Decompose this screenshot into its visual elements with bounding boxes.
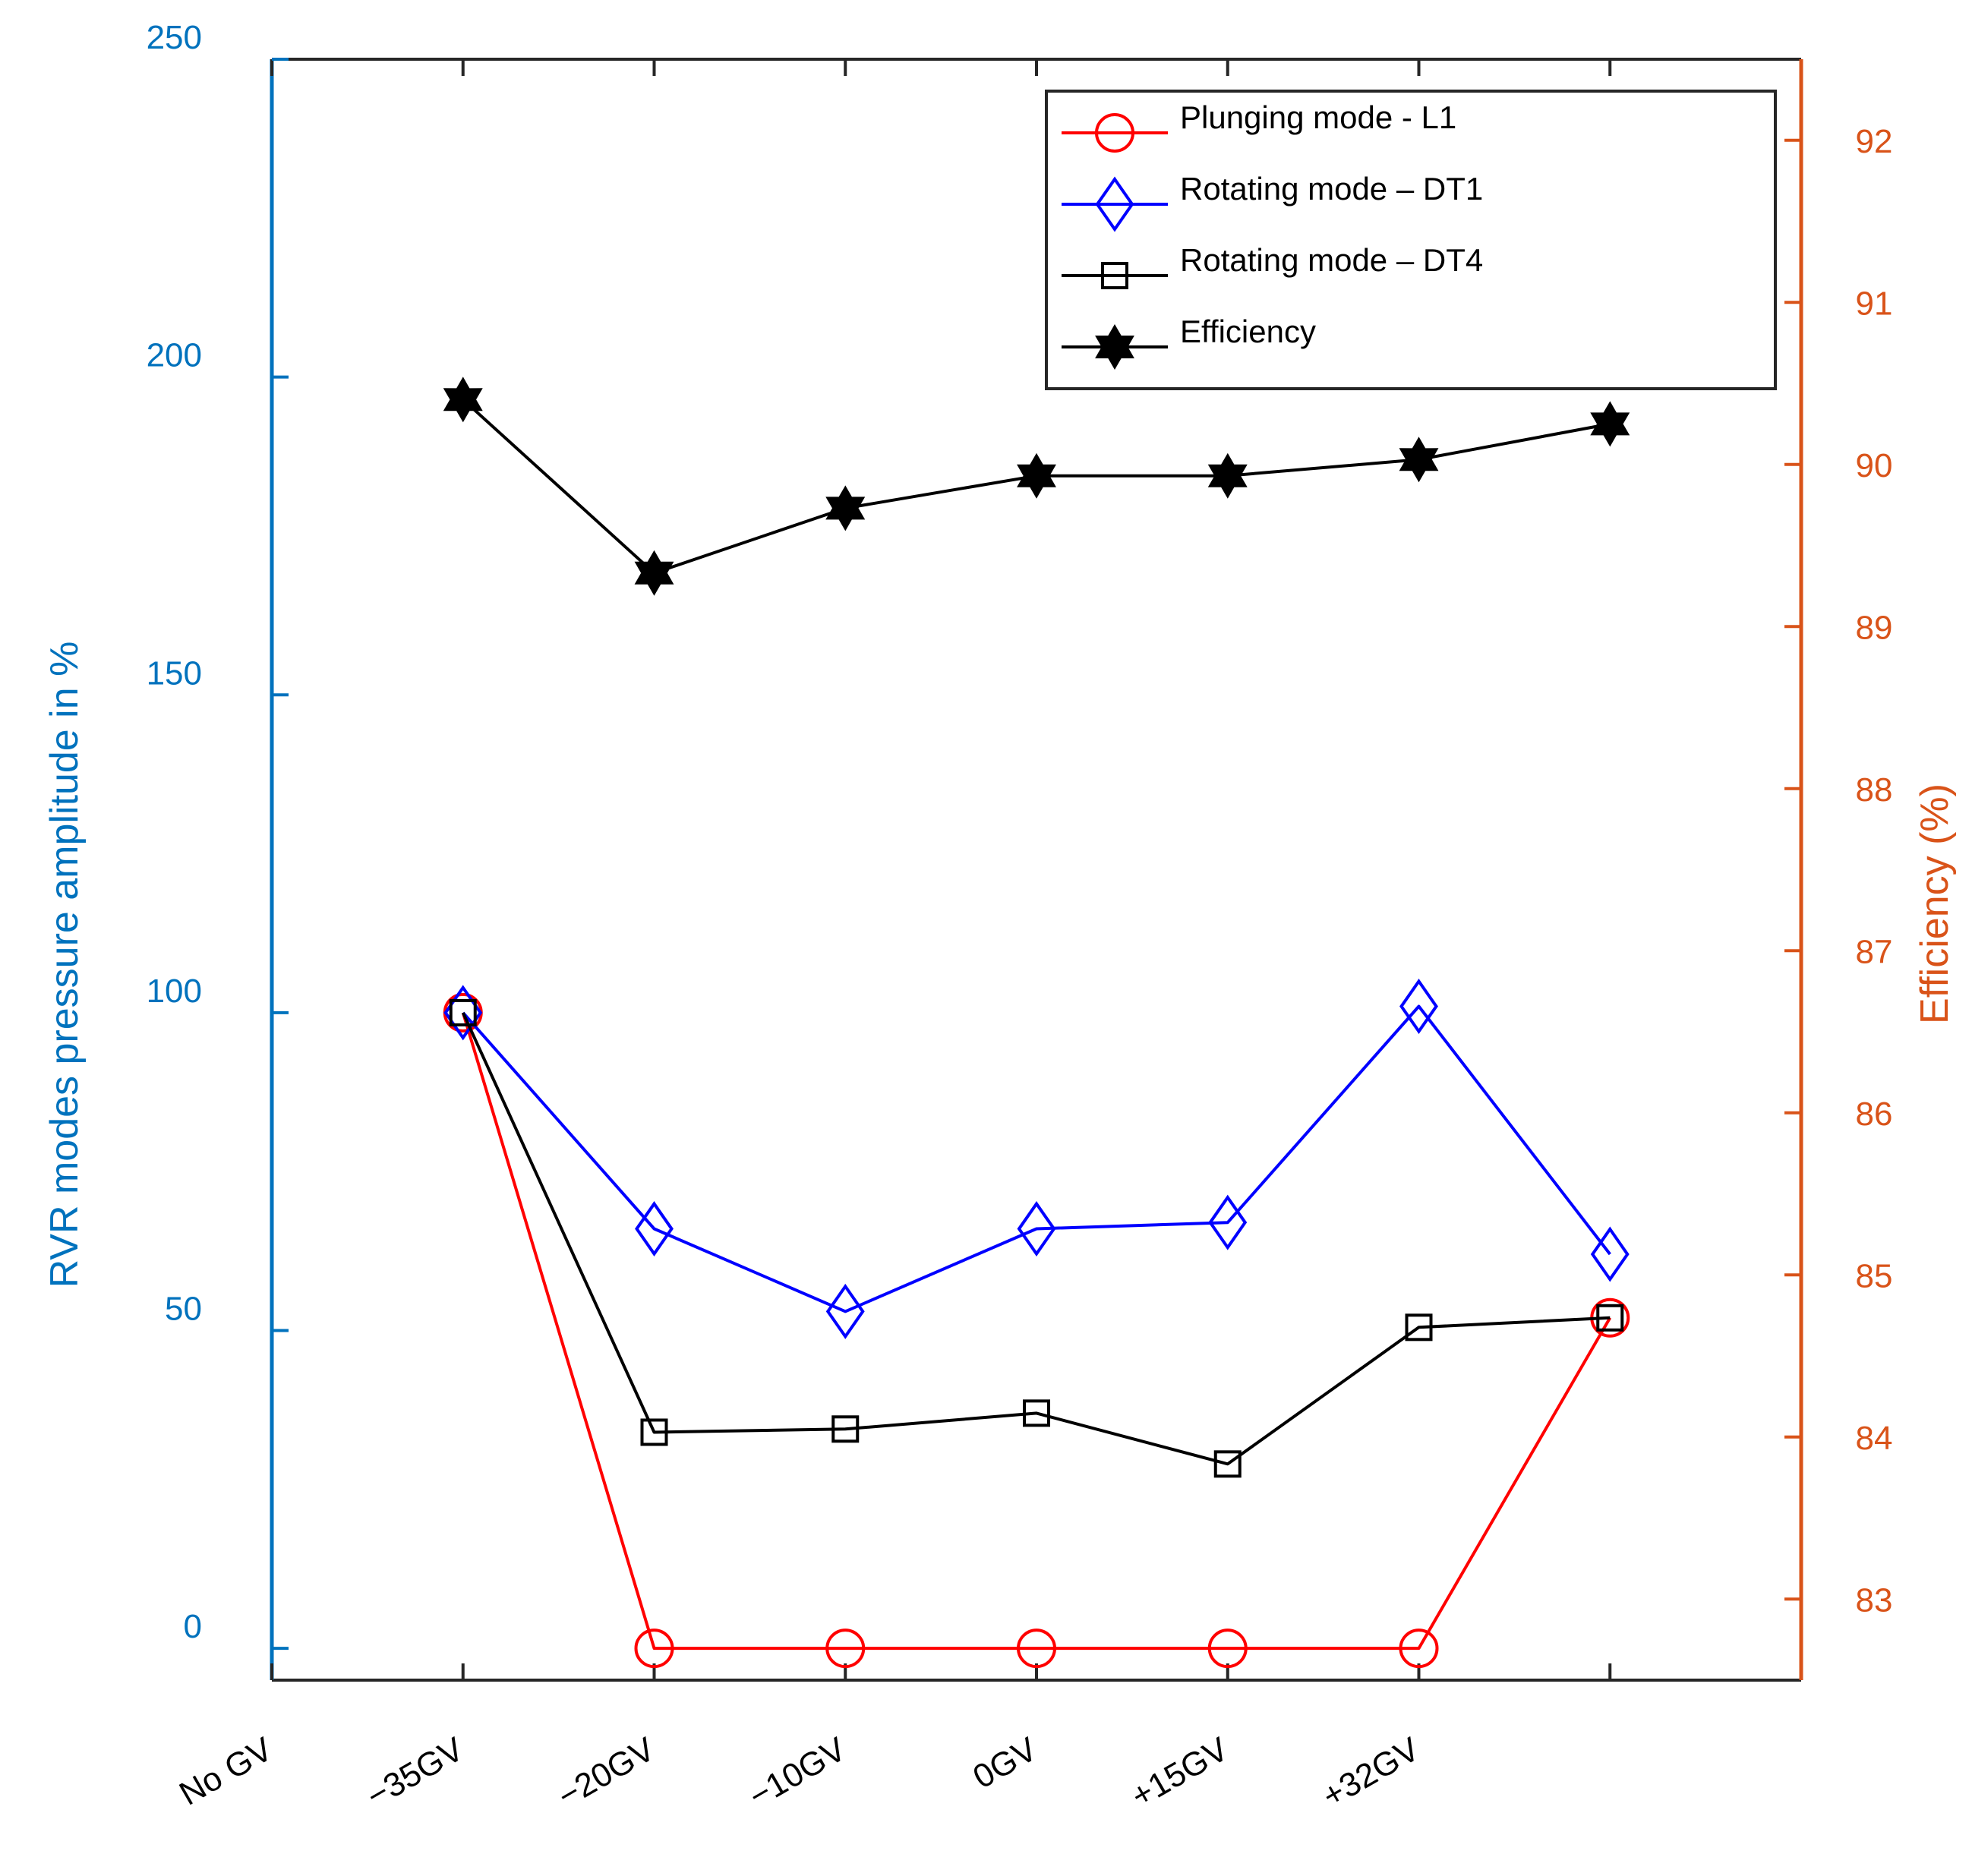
legend-entry-label: Rotating mode – DT4: [1180, 242, 1483, 278]
y-right-tick-label: 91: [1856, 285, 1893, 322]
y-right-tick-label: 89: [1856, 609, 1893, 646]
data-point: [831, 1415, 860, 1443]
data-point: [825, 1628, 866, 1669]
data-point: [1405, 1313, 1433, 1342]
data-point: [825, 485, 866, 531]
data-point: [634, 1628, 674, 1669]
y-left-tick-label: 250: [147, 19, 202, 56]
y-right-axis-label: Efficiency (%): [1913, 784, 1957, 1024]
data-point: [1023, 1399, 1050, 1427]
y-right-tick-label: 86: [1856, 1096, 1893, 1133]
legend-box: [1045, 90, 1777, 390]
legend-marker: [1095, 113, 1134, 153]
data-point: [1017, 1628, 1056, 1669]
y-left-tick-label: 50: [165, 1291, 202, 1328]
legend-entry-label: Plunging mode - L1: [1180, 99, 1456, 135]
y-left-tick-label: 100: [147, 973, 202, 1010]
legend: Plunging mode - L1 Rotating mode – DT1 Rot…: [1045, 90, 1777, 390]
series-layer: [443, 377, 1630, 1669]
legend-marker: [1095, 176, 1134, 232]
data-point: [1399, 437, 1439, 483]
data-point: [1399, 1628, 1439, 1669]
legend-entry-label: Rotating mode – DT1: [1180, 171, 1483, 207]
data-point: [635, 1201, 674, 1257]
series-line: [461, 1012, 1612, 1651]
y-left-tick-label: 150: [147, 654, 202, 692]
data-point: [1208, 1194, 1248, 1250]
y-left-axis-label: RVR modes pressure amplitude in %: [43, 642, 87, 1288]
data-point: [1207, 1628, 1248, 1669]
data-point: [1207, 452, 1248, 499]
series-line: [462, 1004, 1611, 1313]
data-point: [1590, 1226, 1630, 1282]
y-left-tick-label: 0: [184, 1608, 202, 1645]
series-2: [449, 998, 1624, 1478]
data-point: [1017, 1201, 1056, 1257]
y-right-tick-label: 87: [1856, 933, 1893, 970]
y-right-tick-label: 92: [1856, 123, 1893, 160]
data-point: [443, 377, 483, 423]
legend-entry-label: Efficiency: [1180, 314, 1316, 349]
series-line: [461, 1012, 1611, 1466]
data-point: [634, 550, 674, 596]
data-point: [640, 1418, 668, 1446]
legend-marker: [1095, 324, 1134, 370]
data-point: [1213, 1450, 1242, 1478]
y-right-tick-label: 88: [1856, 771, 1893, 809]
data-point: [1017, 452, 1056, 499]
data-point: [1399, 979, 1438, 1035]
y-left-tick-label: 200: [147, 337, 202, 374]
y-right-tick-label: 90: [1856, 447, 1893, 484]
data-point: [449, 998, 477, 1026]
data-point: [1590, 401, 1630, 447]
series-3: [443, 377, 1630, 596]
legend-marker: [1101, 262, 1128, 289]
data-point: [1596, 1304, 1624, 1332]
y-right-tick-label: 85: [1856, 1257, 1893, 1294]
data-point: [825, 1283, 865, 1339]
y-right-tick-label: 84: [1856, 1420, 1893, 1457]
y-right-tick-label: 83: [1856, 1581, 1893, 1619]
series-1: [443, 979, 1630, 1339]
